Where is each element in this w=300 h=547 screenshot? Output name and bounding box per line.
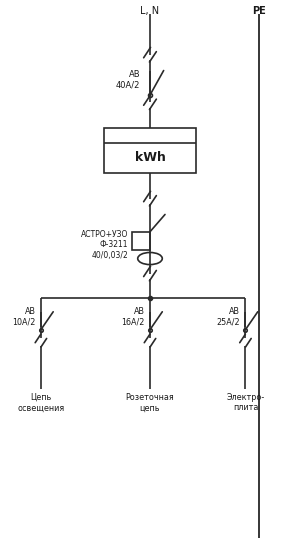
Text: PE: PE (252, 6, 266, 16)
Text: Электро-
плита: Электро- плита (226, 393, 265, 412)
Bar (132, 232, 150, 251)
Text: kWh: kWh (135, 151, 165, 164)
Ellipse shape (138, 253, 162, 265)
Text: L, N: L, N (140, 6, 160, 16)
Text: Розеточная
цепь: Розеточная цепь (126, 393, 174, 412)
Text: Цепь
освещения: Цепь освещения (17, 393, 64, 412)
Text: АСТРО+УЗО
Ф-3211
40/0,03/2: АСТРО+УЗО Ф-3211 40/0,03/2 (81, 230, 128, 260)
Bar (103, 128, 196, 173)
Text: AB
10A/2: AB 10A/2 (12, 307, 35, 327)
Text: AB
25A/2: AB 25A/2 (216, 307, 240, 327)
Text: AB
16A/2: AB 16A/2 (121, 307, 145, 327)
Text: AB
40A/2: AB 40A/2 (116, 70, 140, 90)
